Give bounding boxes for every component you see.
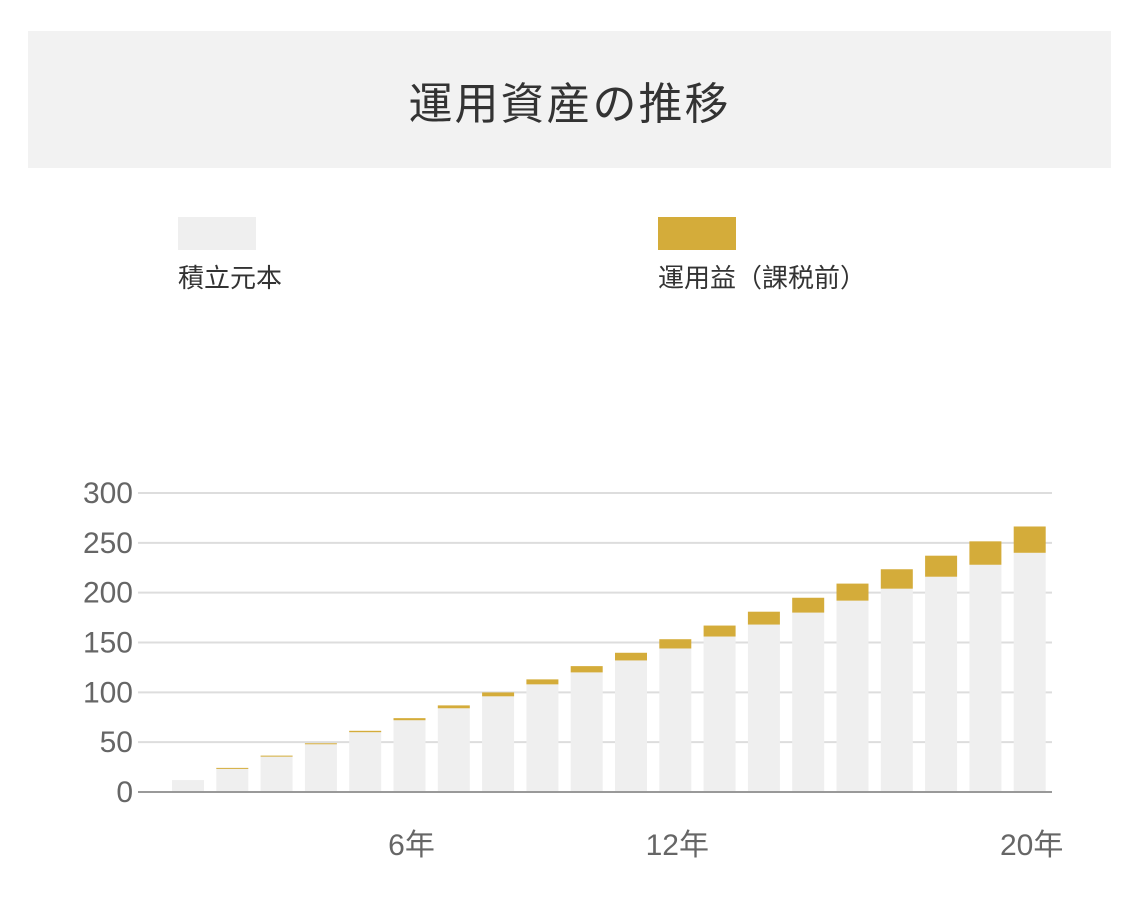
bar-gain [836, 583, 869, 601]
bar-principal [792, 612, 825, 791]
bar-gain [1013, 526, 1046, 553]
legend-label-gain: 運用益（課税前） [658, 264, 867, 294]
bar-gain [570, 666, 603, 673]
bar-principal [880, 588, 913, 791]
bar-principal [703, 636, 736, 791]
y-tick-label: 250 [83, 527, 133, 560]
bar-principal [437, 708, 470, 791]
y-tick-label: 200 [83, 577, 133, 610]
bar-gain [393, 718, 426, 721]
bar-gain [216, 767, 249, 769]
bar-principal [615, 660, 647, 791]
y-tick-label: 0 [116, 776, 133, 809]
bar-principal [836, 600, 869, 791]
chart-header: 運用資産の推移 [28, 31, 1111, 168]
bar-principal [482, 696, 515, 791]
bar-principal [393, 720, 426, 791]
bar-principal [349, 732, 382, 791]
bar-principal [570, 672, 603, 791]
bar-gain [703, 625, 736, 637]
bar-gain [260, 755, 293, 757]
x-tick-label: 12年 [646, 829, 709, 862]
bar-principal [260, 756, 293, 791]
bar-gain [526, 679, 559, 685]
chart-title: 運用資産の推移 [408, 78, 731, 130]
bar-gain [747, 611, 780, 625]
bar-principal [216, 768, 249, 791]
bar-gain [969, 541, 1002, 565]
bar-principal [659, 648, 692, 791]
x-tick-label: 20年 [1000, 829, 1063, 862]
bar-principal [969, 564, 1002, 791]
bar-gain [349, 730, 382, 733]
y-tick-label: 100 [83, 676, 133, 709]
bar-gain [304, 743, 337, 745]
bar-gain [659, 639, 692, 649]
legend-swatch-gain [658, 217, 736, 250]
x-tick-label: 6年 [388, 829, 435, 862]
bar-gain [925, 555, 958, 577]
bar-principal [925, 576, 958, 791]
bar-gain [880, 569, 913, 589]
bar-gain [437, 705, 470, 709]
y-tick-label: 150 [83, 627, 133, 660]
bar-gain [792, 597, 825, 613]
bar-gain [482, 692, 515, 697]
legend-label-principal: 積立元本 [178, 264, 283, 294]
legend-swatch-principal [178, 217, 256, 250]
bar-principal [526, 684, 559, 791]
bar-principal [304, 744, 337, 791]
bar-gain [615, 652, 647, 661]
y-tick-label: 300 [83, 477, 133, 510]
bar-principal [1013, 552, 1046, 791]
legend-item-principal: 積立元本 [178, 217, 282, 295]
bar-principal [172, 780, 204, 791]
bar-principal [747, 624, 780, 791]
y-tick-label: 50 [100, 726, 133, 759]
legend-item-gain: 運用益（課税前） [658, 217, 866, 295]
